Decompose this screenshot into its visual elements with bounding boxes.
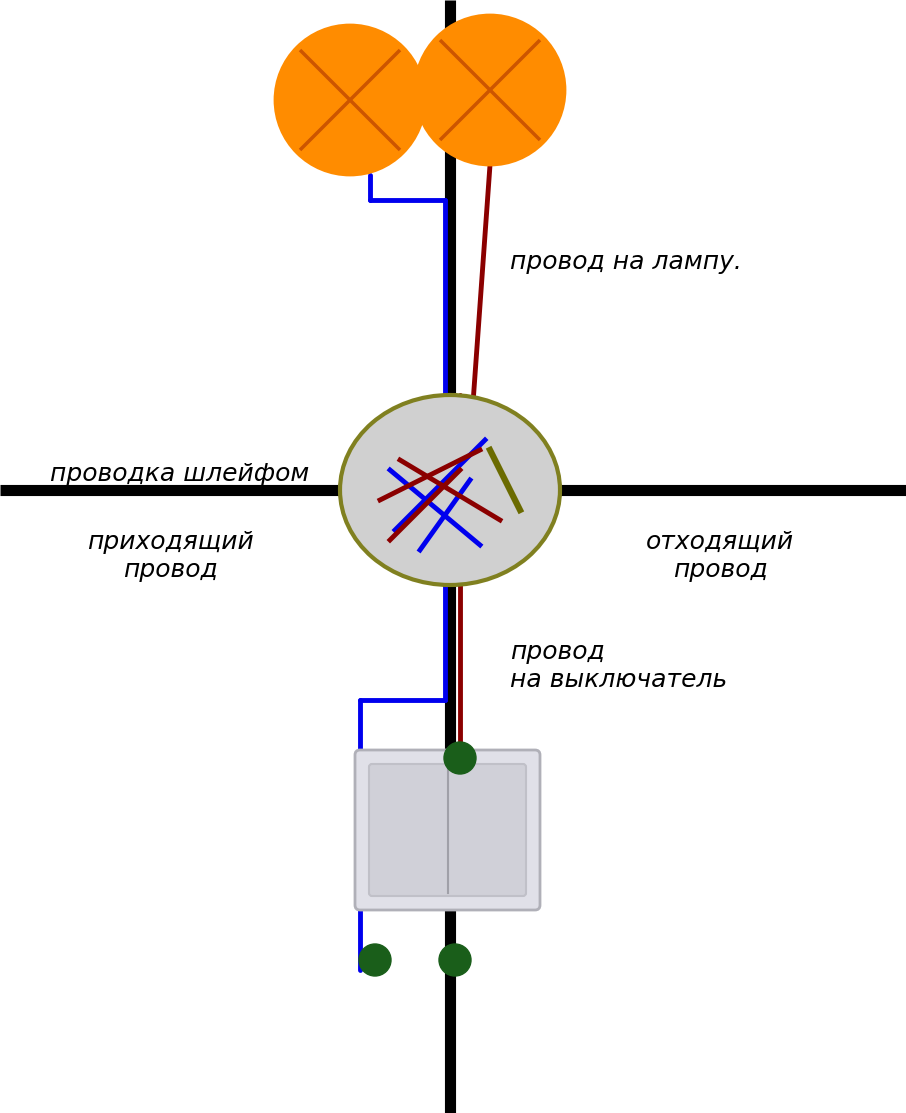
Circle shape bbox=[275, 24, 425, 175]
Circle shape bbox=[444, 742, 476, 774]
Text: провод
на выключатель: провод на выключатель bbox=[510, 640, 728, 692]
FancyBboxPatch shape bbox=[369, 764, 526, 896]
FancyBboxPatch shape bbox=[355, 750, 540, 910]
Text: приходящий
провод: приходящий провод bbox=[87, 530, 254, 582]
Text: отходящий
провод: отходящий провод bbox=[646, 530, 794, 582]
Circle shape bbox=[439, 944, 471, 976]
Circle shape bbox=[415, 14, 565, 165]
Circle shape bbox=[359, 944, 391, 976]
Text: проводка шлейфом: проводка шлейфом bbox=[50, 462, 309, 486]
Ellipse shape bbox=[340, 395, 560, 585]
Text: провод на лампу.: провод на лампу. bbox=[510, 250, 742, 274]
